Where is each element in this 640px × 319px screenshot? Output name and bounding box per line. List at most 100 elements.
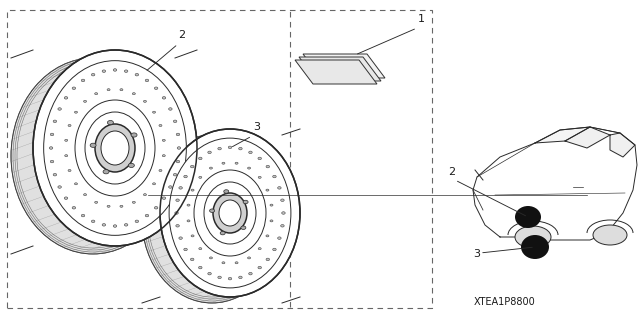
Ellipse shape	[169, 138, 291, 288]
Ellipse shape	[53, 174, 57, 176]
Polygon shape	[303, 54, 385, 78]
Ellipse shape	[68, 124, 71, 127]
Ellipse shape	[248, 167, 251, 169]
Ellipse shape	[95, 93, 98, 95]
Ellipse shape	[273, 248, 276, 251]
Ellipse shape	[281, 225, 284, 227]
Ellipse shape	[219, 200, 241, 226]
Ellipse shape	[176, 160, 180, 163]
Text: 2: 2	[448, 167, 455, 177]
Ellipse shape	[163, 139, 165, 141]
Ellipse shape	[239, 147, 242, 150]
Ellipse shape	[515, 206, 541, 228]
Ellipse shape	[593, 225, 627, 245]
Ellipse shape	[228, 146, 232, 149]
Ellipse shape	[132, 93, 135, 95]
Text: 3: 3	[473, 249, 480, 259]
Ellipse shape	[64, 97, 68, 99]
Ellipse shape	[58, 186, 61, 188]
Text: 3: 3	[253, 122, 260, 132]
Ellipse shape	[241, 226, 246, 229]
Ellipse shape	[65, 155, 68, 157]
Ellipse shape	[85, 112, 145, 184]
Ellipse shape	[179, 187, 182, 189]
Ellipse shape	[266, 258, 269, 261]
Ellipse shape	[239, 276, 242, 278]
Ellipse shape	[49, 147, 53, 149]
Ellipse shape	[176, 133, 180, 136]
Ellipse shape	[208, 151, 211, 154]
Ellipse shape	[72, 87, 76, 89]
Ellipse shape	[51, 160, 54, 163]
Ellipse shape	[194, 170, 266, 256]
Ellipse shape	[184, 175, 188, 178]
Ellipse shape	[258, 157, 262, 160]
Ellipse shape	[191, 165, 194, 168]
Ellipse shape	[129, 163, 134, 167]
Ellipse shape	[168, 186, 172, 188]
Text: XTEA1P8800: XTEA1P8800	[474, 297, 536, 307]
Ellipse shape	[191, 235, 194, 237]
Ellipse shape	[33, 50, 197, 246]
Ellipse shape	[258, 176, 261, 178]
Ellipse shape	[515, 226, 551, 248]
Ellipse shape	[108, 121, 113, 125]
Ellipse shape	[209, 257, 212, 259]
Ellipse shape	[143, 100, 147, 102]
Ellipse shape	[184, 248, 188, 251]
Ellipse shape	[266, 189, 269, 191]
Ellipse shape	[222, 162, 225, 164]
Ellipse shape	[81, 214, 84, 217]
Ellipse shape	[53, 120, 57, 122]
Ellipse shape	[173, 174, 177, 176]
Ellipse shape	[132, 201, 135, 203]
Ellipse shape	[11, 58, 175, 254]
Ellipse shape	[159, 169, 162, 172]
Text: 1: 1	[418, 14, 425, 24]
Ellipse shape	[198, 266, 202, 269]
Ellipse shape	[235, 162, 238, 164]
Ellipse shape	[135, 73, 139, 76]
Polygon shape	[610, 133, 635, 157]
Ellipse shape	[209, 167, 212, 169]
Ellipse shape	[198, 157, 202, 160]
Ellipse shape	[95, 201, 98, 203]
Ellipse shape	[154, 87, 158, 89]
Ellipse shape	[282, 212, 285, 214]
Ellipse shape	[51, 133, 54, 136]
Ellipse shape	[120, 89, 123, 91]
Ellipse shape	[90, 143, 96, 147]
Ellipse shape	[102, 224, 106, 226]
Ellipse shape	[199, 176, 202, 178]
Ellipse shape	[145, 79, 148, 82]
Polygon shape	[295, 60, 377, 84]
Ellipse shape	[224, 190, 228, 193]
Ellipse shape	[270, 220, 273, 222]
Ellipse shape	[84, 194, 86, 196]
Ellipse shape	[74, 183, 77, 185]
Ellipse shape	[199, 248, 202, 250]
Ellipse shape	[191, 189, 194, 191]
Ellipse shape	[266, 235, 269, 237]
Ellipse shape	[278, 187, 281, 189]
Ellipse shape	[113, 225, 116, 227]
Ellipse shape	[64, 197, 68, 199]
Ellipse shape	[248, 257, 251, 259]
Ellipse shape	[107, 89, 110, 91]
Ellipse shape	[177, 147, 180, 149]
Ellipse shape	[135, 220, 139, 223]
Ellipse shape	[103, 170, 109, 174]
Ellipse shape	[163, 155, 165, 157]
Ellipse shape	[152, 183, 156, 185]
Ellipse shape	[168, 108, 172, 110]
Ellipse shape	[266, 165, 269, 168]
Bar	[7, 10, 432, 308]
Ellipse shape	[152, 111, 156, 113]
Ellipse shape	[258, 248, 261, 250]
Ellipse shape	[162, 97, 166, 99]
Ellipse shape	[213, 193, 247, 233]
Ellipse shape	[235, 262, 238, 264]
Text: 2: 2	[178, 30, 185, 40]
Ellipse shape	[160, 129, 300, 297]
Ellipse shape	[258, 266, 262, 269]
